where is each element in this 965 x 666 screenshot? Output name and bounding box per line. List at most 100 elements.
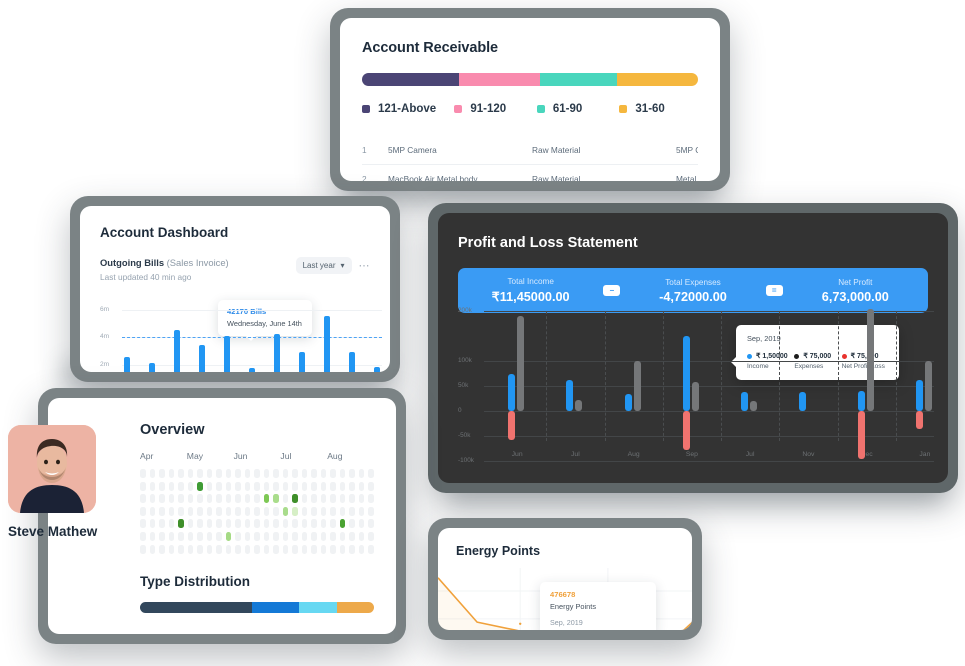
receivable-stack-segment [459,73,541,86]
grid-line-vertical [779,311,781,441]
heatmap-cell [244,519,251,529]
legend-item: 31-60 [619,103,698,115]
bar [274,333,280,372]
y-axis-tick-label: 0 [458,407,462,414]
heatmap-cell [368,469,374,478]
tooltip-item-value: ₹ 75,000 [841,352,889,360]
account-receivable-card: Account Receivable 121-Above 91-120 61-90 3… [330,8,730,191]
heatmap-cell [282,506,289,516]
heatmap-cell [320,531,327,541]
heatmap-cell [235,519,241,529]
table-row: 1 5MP Camera Raw Material 5MP Camera [362,135,698,164]
heatmap-cell [273,519,279,529]
tooltip-item-label: Net Profit/Loss [841,363,885,370]
heatmap-month-labels: Apr May Jun Jul Aug [140,451,374,461]
type-distribution-title: Type Distribution [140,573,250,589]
bar [324,315,330,372]
heatmap-cell [311,494,317,504]
heatmap-cell [159,544,165,554]
legend-label: 61-90 [552,103,583,115]
tooltip-value: 42170 Bills [227,307,267,316]
heatmap-cell [197,494,203,504]
heatmap-cell [140,481,146,491]
y-axis-tick-label: 6m [100,305,110,313]
heatmap-cell [206,469,213,478]
heatmap-cell [282,494,289,504]
grid-line [484,311,934,312]
heatmap-cell [254,531,260,541]
grid-line [484,361,934,362]
heatmap-row [140,469,374,478]
bar-expenses [866,308,874,411]
chevron-down-icon: ▾ [340,261,345,270]
range-select[interactable]: Last year ▾ [295,257,352,274]
chart-subtitle-bold: Outgoing Bills [100,257,165,268]
heatmap-cell [301,506,308,516]
heatmap-cell [263,469,270,478]
heatmap-cell [187,494,194,504]
tooltip-item: ₹ 75,000 Net Profit/Loss [841,352,889,370]
heatmap-row [140,519,374,529]
bar-income [624,393,632,411]
type-distribution-segment [299,601,337,613]
bar-income [682,336,690,411]
bar [199,344,205,372]
heatmap-cell [339,531,346,541]
heatmap-cell [159,531,165,541]
heatmap-cell [330,506,336,516]
minus-operator-icon: − [603,285,621,296]
heatmap-cell [149,469,156,478]
heatmap-cell [273,469,279,478]
account-dashboard-card: Account Dashboard Outgoing Bills (Sales … [70,196,400,382]
tooltip-item: ₹ 75,000 Expenses [794,352,841,370]
heatmap-cell [168,519,175,529]
profit-loss-chart: Sep, 2019 ₹ 1,50000 Income ₹ 75,000 Expense… [458,307,934,464]
heatmap-cell [140,506,146,516]
heatmap-cell [216,481,222,491]
chart-tooltip: 476678 Energy Points Sep, 2019 [540,582,656,630]
cell-description: Metal body [676,174,698,181]
summary-value: -4,72000.00 [659,289,727,304]
heatmap-cell [235,481,241,491]
heatmap-cell [197,519,203,529]
heatmap-cell [349,519,355,529]
profit-loss-card: Profit and Loss Statement Total Income ₹1… [428,203,958,493]
bar [349,351,355,372]
heatmap-cell [292,494,298,504]
heatmap-cell [311,481,317,491]
type-distribution-segment [140,601,253,613]
grid-line [484,436,934,437]
bar-net-profit-loss [682,411,690,450]
heatmap-cell [263,481,270,491]
more-horizontal-icon[interactable]: ⋯ [358,260,370,272]
cell-type: Raw Material [532,174,581,181]
cell-description: 5MP Camera [676,144,698,155]
heatmap-cell [320,519,327,529]
heatmap-cell [187,506,194,516]
receivable-stacked-bar [362,73,698,86]
reference-line [122,337,382,339]
summary-value: 6,73,000.00 [821,289,889,304]
heatmap-cell [320,494,327,504]
heatmap-cell [159,506,165,516]
page-title: Account Dashboard [100,225,229,240]
bar [249,368,255,372]
heatmap-cell [178,544,184,554]
bar-expenses [750,401,758,411]
summary-cell: Net Profit 6,73,000.00 [783,278,928,304]
heatmap-cell [320,469,327,478]
heatmap-cell [368,544,374,554]
heatmap-cell [358,544,365,554]
heatmap-cell [140,531,146,541]
bar-expenses [575,400,583,411]
summary-label: Total Expenses [665,277,721,287]
heatmap-cell [149,544,156,554]
heatmap-cell [368,481,374,491]
tooltip-item-value: ₹ 75,000 [794,352,841,360]
heatmap-cell [149,481,156,491]
heatmap-cell [273,531,279,541]
legend-label: 91-120 [470,103,507,115]
heatmap-cell [235,506,241,516]
heatmap-cell [168,469,175,478]
